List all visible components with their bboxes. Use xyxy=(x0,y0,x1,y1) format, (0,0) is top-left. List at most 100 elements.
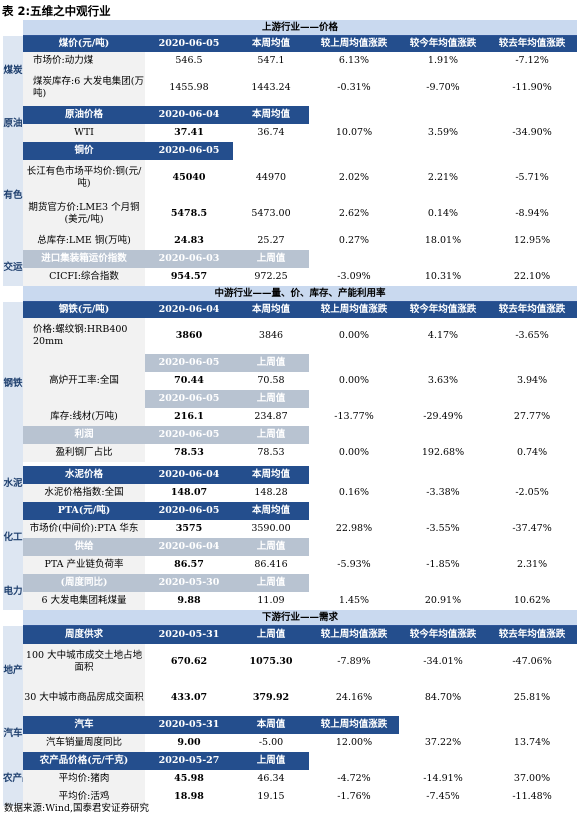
avg-value: 5473.00 xyxy=(251,208,291,219)
ytd-value: 3.59% xyxy=(427,127,459,138)
ytd-value: 20.91% xyxy=(424,595,462,606)
wow-value: 0.16% xyxy=(338,487,370,498)
header-avg: 上周值 xyxy=(233,354,309,372)
latest-value: 9.88 xyxy=(177,595,201,606)
header-label: 原油价格 xyxy=(23,106,145,124)
industry-label-oil: 原油 xyxy=(3,106,23,142)
header-date: 2020-05-31 xyxy=(145,625,233,644)
header-label: 供给 xyxy=(23,538,145,556)
yoy-value: -7.12% xyxy=(515,55,549,66)
latest-value: 433.07 xyxy=(170,692,208,703)
table-row: 高炉开工率:全国 70.44 70.58 0.00% 3.63% 3.94% xyxy=(3,372,577,390)
yoy-value: 37.00% xyxy=(513,773,551,784)
header-row-agri: 农产品 农产品价格(元/千克) 2020-05-27 上周值 xyxy=(3,752,577,806)
row-label: 市场价:动力煤 xyxy=(23,52,145,70)
header-avg: 上周值 xyxy=(233,625,309,644)
header-avg: 上周值 xyxy=(233,752,309,770)
latest-value: 954.57 xyxy=(170,271,208,282)
row-label: 煤炭库存:6 大发电集团(万吨) xyxy=(23,70,145,106)
header-ytd: 较今年均值涨跌 xyxy=(399,35,487,52)
wow-value: 1.45% xyxy=(338,595,370,606)
avg-value: -5.00 xyxy=(258,737,284,748)
wow-value: 0.00% xyxy=(338,447,370,458)
latest-value: 9.00 xyxy=(177,737,201,748)
header-label: 利润 xyxy=(23,426,145,444)
wow-value: -3.09% xyxy=(337,271,371,282)
wow-value: -0.31% xyxy=(337,82,371,93)
header-avg: 本周均值 xyxy=(233,35,309,52)
header-date: 2020-06-05 xyxy=(145,142,233,160)
yoy-value: 3.94% xyxy=(516,375,548,386)
wow-value: 2.62% xyxy=(338,208,370,219)
header-wow: 较上周均值涨跌 xyxy=(309,35,399,52)
avg-value: 78.53 xyxy=(257,447,285,458)
table-row: 6 大发电集团耗煤量 9.88 11.09 1.45% 20.91% 10.62… xyxy=(3,592,577,610)
header-wow: 较上周均值涨跌 xyxy=(309,716,399,734)
table-row: 水泥价格指数:全国 148.07 148.28 0.16% -3.38% -2.… xyxy=(3,484,577,502)
header-date: 2020-06-05 xyxy=(145,426,233,444)
ytd-value: 18.01% xyxy=(424,235,462,246)
header-row-coal: 煤炭 煤价(元/吨) 2020-06-05 本周均值 较上周均值涨跌 较今年均值… xyxy=(3,35,578,106)
header-ytd: 较今年均值涨跌 xyxy=(399,301,487,318)
latest-value: 78.53 xyxy=(174,447,204,458)
avg-value: 19.15 xyxy=(257,791,285,802)
industry-label-metal: 有色 xyxy=(3,142,23,250)
wow-value: 24.16% xyxy=(335,692,373,703)
ytd-value: 4.17% xyxy=(427,330,459,341)
latest-value: 3860 xyxy=(175,330,203,341)
subheader-row: 利润 2020-06-05 上周值 xyxy=(3,426,577,444)
latest-value: 18.98 xyxy=(174,791,204,802)
header-label: 汽车 xyxy=(23,716,145,734)
ytd-value: -3.38% xyxy=(426,487,460,498)
wow-value: -1.76% xyxy=(337,791,371,802)
ytd-value: -7.45% xyxy=(426,791,460,802)
header-avg: 本周均值 xyxy=(233,301,309,318)
ytd-value: 2.21% xyxy=(427,172,459,183)
industry-table: 上游行业——价格 煤炭 煤价(元/吨) 2020-06-05 本周均值 较上周均… xyxy=(3,20,578,806)
table-row: 总库存:LME 铜(万吨) 24.83 25.27 0.27% 18.01% 1… xyxy=(3,232,577,250)
header-date: 2020-06-05 xyxy=(145,390,233,408)
latest-value: 37.41 xyxy=(174,127,204,138)
table-row: 盈利钢厂占比 78.53 78.53 0.00% 192.68% 0.74% xyxy=(3,444,577,462)
latest-value: 5478.5 xyxy=(170,208,208,219)
avg-value: 547.1 xyxy=(257,55,285,66)
yoy-value: 0.74% xyxy=(516,447,548,458)
ytd-value: -3.55% xyxy=(426,523,460,534)
table-row: 平均价:活鸡 18.98 19.15 -1.76% -7.45% -11.48% xyxy=(3,788,577,806)
header-yoy: 较去年均值涨跌 xyxy=(487,301,578,318)
section-row-upstream: 上游行业——价格 xyxy=(3,20,578,36)
section-title: 上游行业——价格 xyxy=(23,20,578,36)
header-avg: 上周值 xyxy=(233,538,309,556)
yoy-value: -2.05% xyxy=(515,487,549,498)
wow-value: 0.00% xyxy=(338,375,370,386)
avg-value: 11.09 xyxy=(257,595,285,606)
ytd-value: 37.22% xyxy=(424,737,462,748)
yoy-value: 25.81% xyxy=(513,692,551,703)
section-row-downstream: 下游行业——需求 xyxy=(3,610,578,626)
ytd-value: 0.14% xyxy=(427,208,459,219)
latest-value: 148.07 xyxy=(170,487,208,498)
ytd-value: 1.91% xyxy=(427,55,459,66)
table-row: PTA 产业链负荷率 86.57 86.416 -5.93% -1.85% 2.… xyxy=(3,556,577,574)
avg-value: 44970 xyxy=(255,172,287,183)
header-date: 2020-06-05 xyxy=(145,502,233,520)
industry-label-auto: 汽车 xyxy=(3,716,23,752)
header-avg: 上周值 xyxy=(233,250,309,268)
row-label: 总库存:LME 铜(万吨) xyxy=(23,232,145,250)
avg-value: 86.416 xyxy=(254,559,288,570)
latest-value: 670.62 xyxy=(170,656,208,667)
row-label: 水泥价格指数:全国 xyxy=(23,484,145,502)
row-label: 平均价:猪肉 xyxy=(23,770,145,788)
latest-value: 45.98 xyxy=(174,773,204,784)
header-label: 进口集装箱运价指数 xyxy=(23,250,145,268)
wow-value: 22.98% xyxy=(335,523,373,534)
header-label: 水泥价格 xyxy=(23,466,145,484)
avg-value: 379.92 xyxy=(252,692,290,703)
wow-value: -5.93% xyxy=(337,559,371,570)
yoy-value: 27.77% xyxy=(513,411,551,422)
header-avg: 本周值 xyxy=(233,716,309,734)
table-caption: 表 2:五维之中观行业 xyxy=(2,4,111,18)
header-row-steel: 钢铁 钢铁(元/吨) 2020-06-04 本周均值 较上周均值涨跌 较今年均值… xyxy=(3,301,578,466)
table-row: 汽车销量周度同比 9.00 -5.00 12.00% 37.22% 13.74% xyxy=(3,734,577,752)
row-label: 高炉开工率:全国 xyxy=(23,372,145,390)
